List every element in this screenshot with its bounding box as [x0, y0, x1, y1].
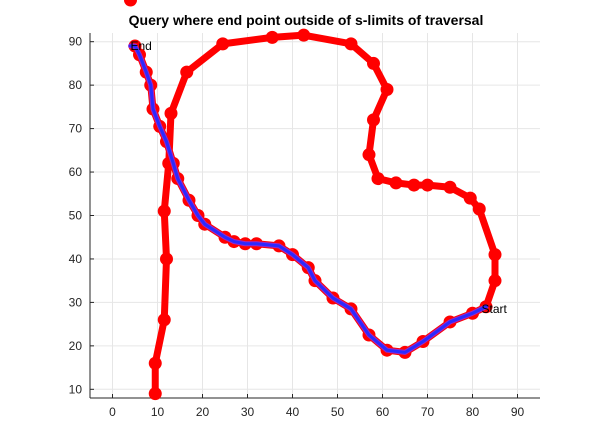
- path-series-marker: [463, 191, 477, 205]
- chart-title: Query where end point outside of s-limit…: [129, 12, 484, 28]
- path-series-marker: [407, 178, 421, 192]
- y-tick-label: 10: [69, 382, 83, 396]
- x-tick-label: 50: [331, 405, 345, 419]
- annotation-end: End: [131, 39, 152, 53]
- path-series-marker: [124, 0, 137, 7]
- annotations: Start End: [131, 39, 508, 316]
- x-tick-label: 0: [109, 405, 116, 419]
- y-tick-label: 60: [69, 165, 83, 179]
- x-tick-label: 90: [511, 405, 525, 419]
- path-series-marker: [367, 113, 380, 127]
- path-series-marker: [421, 178, 434, 192]
- path-series-marker: [371, 172, 385, 186]
- x-tick-label: 40: [286, 405, 300, 419]
- x-tick-label: 10: [151, 405, 165, 419]
- path-series-marker: [157, 313, 171, 327]
- path-series-marker: [216, 37, 230, 51]
- path-series-marker: [443, 180, 457, 194]
- path-series-marker: [488, 248, 502, 262]
- y-tick-label: 70: [69, 122, 83, 136]
- y-tick-label: 90: [69, 35, 83, 49]
- path-series-marker: [148, 356, 162, 370]
- path-series-marker: [297, 28, 311, 42]
- grid: [90, 33, 540, 398]
- y-tick-label: 30: [69, 295, 83, 309]
- traversal-series-line: [129, 44, 488, 354]
- path-series-marker: [344, 37, 358, 51]
- path-series-marker: [380, 82, 394, 96]
- x-tick-label: 20: [196, 405, 210, 419]
- x-tick-label: 80: [466, 405, 480, 419]
- path-series-marker: [265, 30, 279, 44]
- path-series-marker: [148, 387, 162, 401]
- path-series-marker: [367, 56, 380, 70]
- path-series-marker: [157, 204, 171, 218]
- path-series-marker: [472, 202, 486, 216]
- y-tick-label: 50: [69, 209, 83, 223]
- series-layer: [124, 0, 502, 401]
- path-series-marker: [180, 65, 194, 79]
- path-series-marker: [362, 148, 376, 162]
- path-series-marker: [160, 252, 173, 266]
- x-tick-label: 60: [376, 405, 390, 419]
- path-series-marker: [389, 176, 403, 190]
- x-tick-label: 30: [241, 405, 255, 419]
- y-tick-label: 20: [69, 339, 83, 353]
- x-tick-label: 70: [421, 405, 435, 419]
- path-series-marker: [164, 106, 178, 120]
- path-series-marker: [488, 274, 502, 288]
- annotation-start: Start: [482, 302, 508, 316]
- y-tick-label: 80: [69, 78, 83, 92]
- y-tick-label: 40: [69, 252, 83, 266]
